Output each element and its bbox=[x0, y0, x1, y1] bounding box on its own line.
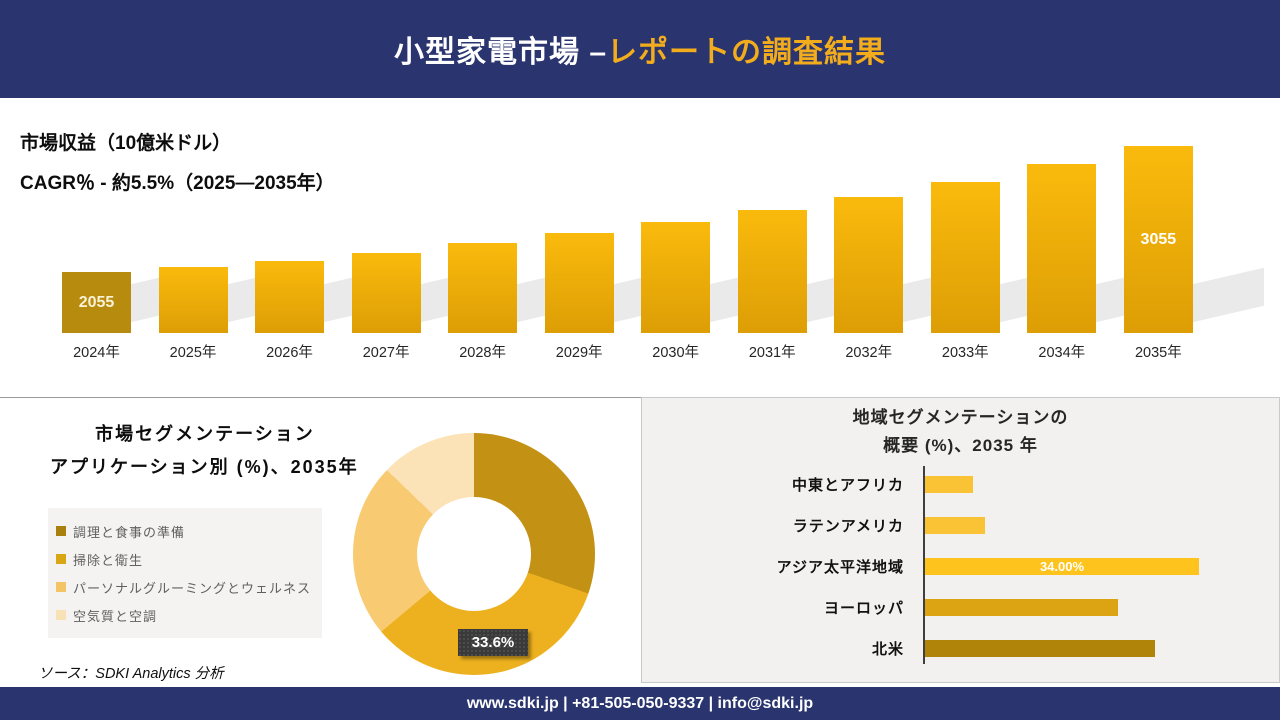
revenue-bar-column: 2032年 bbox=[834, 120, 975, 361]
source-note: ソース：SDKI Analytics 分析 bbox=[38, 666, 224, 682]
revenue-bar-2035年: 3055 bbox=[1123, 146, 1193, 333]
segmentation-title: 市場セグメンテーション bbox=[95, 424, 315, 444]
revenue-caption: 市場収益（10億米ドル） bbox=[20, 133, 232, 154]
axis-tick-year: 2035年 bbox=[1134, 345, 1182, 361]
revenue-bar-column: 2026年 bbox=[255, 120, 396, 361]
regional-axis-line bbox=[923, 466, 925, 664]
region-bar-5 bbox=[925, 640, 1155, 657]
revenue-bar-column: 2031年 bbox=[737, 120, 878, 361]
legend-item-3: パーソナルグルーミングとウェルネス bbox=[56, 573, 314, 601]
revenue-bar-column: 3055 2035年 bbox=[1123, 120, 1264, 361]
region-label: アジア太平洋地域 bbox=[776, 559, 904, 576]
revenue-bar-chart: 2055 2024年 2025年 2026年 2027年 2028年 2029年 2030年 2… bbox=[62, 120, 1264, 361]
legend-label: パーソナルグルーミングとウェルネス bbox=[73, 580, 312, 596]
revenue-bar-column: 2029年 bbox=[544, 120, 685, 361]
segmentation-subtitle: アプリケーション別 (%)、2035年 bbox=[50, 457, 359, 477]
revenue-bar-column: 2027年 bbox=[351, 120, 492, 361]
axis-tick-year: 2033年 bbox=[941, 345, 989, 361]
page-title-report: レポートの調査結果 bbox=[607, 36, 887, 69]
axis-tick-year: 2029年 bbox=[555, 345, 603, 361]
region-label: 北米 bbox=[871, 641, 904, 658]
legend-swatch bbox=[56, 526, 66, 536]
revenue-bar-2031年 bbox=[737, 210, 807, 333]
revenue-bar-2029年 bbox=[544, 233, 614, 333]
axis-tick-year: 2025年 bbox=[169, 345, 217, 361]
revenue-bar-2030年 bbox=[641, 222, 711, 333]
region-row-2: ラテンアメリカ bbox=[642, 505, 1279, 546]
region-bar-value-label: 34.00% bbox=[1039, 559, 1085, 574]
legend-item-1: 調理と食事の準備 bbox=[56, 517, 314, 545]
revenue-bar-column: 2033年 bbox=[930, 120, 1071, 361]
footer-band: www.sdki.jp | +81-505-050-9337 | info@sd… bbox=[0, 687, 1280, 720]
axis-tick-year: 2034年 bbox=[1038, 345, 1086, 361]
legend-swatch bbox=[56, 554, 66, 564]
legend-item-2: 掃除と衛生 bbox=[56, 545, 314, 573]
page-title: 小型家電市場 –レポートの調査結果 bbox=[394, 27, 886, 71]
axis-tick-year: 2028年 bbox=[459, 345, 506, 361]
region-row-1: 中東とアフリカ bbox=[642, 464, 1279, 505]
revenue-bar-column: 2025年 bbox=[158, 120, 299, 361]
revenue-bar-2025年 bbox=[158, 267, 228, 333]
cagr-caption: CAGR％ - 約5.5%（2025―2035年） bbox=[20, 173, 335, 194]
section-divider bbox=[0, 397, 642, 398]
region-label: 中東とアフリカ bbox=[791, 477, 904, 494]
legend-label: 掃除と衛生 bbox=[73, 552, 144, 568]
revenue-bar-column: 2028年 bbox=[448, 120, 589, 361]
axis-tick-year: 2032年 bbox=[845, 345, 893, 361]
axis-tick-year: 2026年 bbox=[266, 345, 313, 361]
regional-title-line2: 概要 (%)、2035 年 bbox=[883, 435, 1038, 455]
revenue-bar-column: 2055 2024年 bbox=[62, 120, 202, 361]
donut-value-label: 33.6% bbox=[458, 629, 528, 656]
header-band: 小型家電市場 –レポートの調査結果 bbox=[0, 0, 1280, 98]
legend-swatch bbox=[56, 610, 66, 620]
bar-value-label: 2055 bbox=[78, 293, 115, 311]
legend-item-4: 空気質と空調 bbox=[56, 601, 314, 629]
revenue-bar-column: 2030年 bbox=[641, 120, 782, 361]
regional-panel: 地域セグメンテーションの 概要 (%)、2035 年 中東とアフリカ ラテンアメリ… bbox=[641, 397, 1280, 683]
axis-tick-year: 2027年 bbox=[362, 345, 410, 361]
axis-tick-year: 2031年 bbox=[748, 345, 796, 361]
regional-bar-chart: 中東とアフリカ ラテンアメリカアジア太平洋地域 34.00% ヨーロッパ北米 bbox=[642, 464, 1279, 669]
region-bar-4 bbox=[925, 599, 1118, 616]
page-title-market: 小型家電市場 – bbox=[393, 36, 608, 69]
region-bar-3: 34.00% bbox=[925, 558, 1199, 575]
region-bar-1 bbox=[925, 476, 973, 493]
revenue-bar-2024年: 2055 bbox=[62, 272, 131, 333]
regional-title-line1: 地域セグメンテーションの bbox=[852, 408, 1069, 427]
regional-title: 地域セグメンテーションの 概要 (%)、2035 年 bbox=[642, 404, 1279, 459]
region-row-4: ヨーロッパ bbox=[642, 587, 1279, 628]
axis-tick-year: 2024年 bbox=[73, 345, 120, 361]
revenue-bar-2028年 bbox=[448, 243, 518, 333]
region-row-5: 北米 bbox=[642, 628, 1279, 669]
region-row-3: アジア太平洋地域 34.00% bbox=[642, 546, 1279, 587]
revenue-bar-column: 2034年 bbox=[1027, 120, 1168, 361]
bar-value-label: 3055 bbox=[1140, 230, 1177, 248]
revenue-bar-2032年 bbox=[834, 197, 904, 333]
legend-label: 空気質と空調 bbox=[73, 608, 158, 624]
region-label: ヨーロッパ bbox=[823, 600, 904, 617]
legend-swatch bbox=[56, 582, 66, 592]
axis-tick-year: 2030年 bbox=[652, 345, 700, 361]
revenue-bar-2033年 bbox=[930, 182, 1000, 333]
region-label: ラテンアメリカ bbox=[792, 518, 904, 535]
revenue-bar-2027年 bbox=[351, 253, 421, 333]
revenue-bar-2034年 bbox=[1027, 164, 1097, 333]
region-bar-2 bbox=[925, 517, 985, 534]
legend-label: 調理と食事の準備 bbox=[73, 524, 186, 540]
donut-hole bbox=[417, 497, 531, 611]
footer-contact: www.sdki.jp | +81-505-050-9337 | info@sd… bbox=[466, 694, 814, 712]
revenue-bar-2026年 bbox=[255, 261, 325, 333]
segmentation-legend: 調理と食事の準備 掃除と衛生パーソナルグルーミングとウェルネス 空気質と空調 bbox=[48, 508, 322, 638]
